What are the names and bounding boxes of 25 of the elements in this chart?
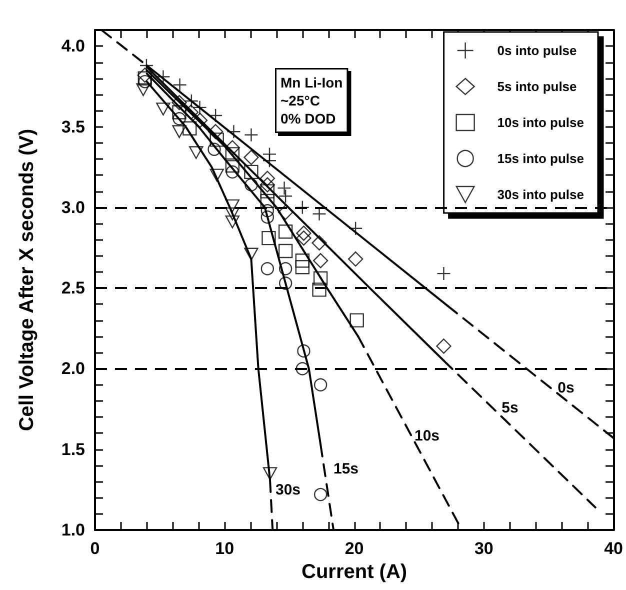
x-tick-label: 20 xyxy=(344,539,364,558)
annotation: 10s xyxy=(414,428,440,444)
x-tick-label: 0 xyxy=(90,539,100,558)
x-tick-label: 40 xyxy=(604,539,624,558)
annotation: 0s xyxy=(558,380,574,396)
y-tick-label: 2.0 xyxy=(61,359,85,378)
x-tick-label: 10 xyxy=(215,539,234,558)
annotation: 5s xyxy=(502,400,518,416)
legend-label: 30s into pulse xyxy=(497,187,584,202)
annotation: 30s xyxy=(275,482,301,498)
legend-label: 5s into pulse xyxy=(497,79,577,94)
y-tick-label: 3.0 xyxy=(61,198,85,217)
annotation: 15s xyxy=(333,460,359,478)
legend-label: 0s into pulse xyxy=(497,43,577,58)
annotation: Mn Li-Ion ~25°C 0% DOD xyxy=(280,74,343,126)
legend-label: 10s into pulse xyxy=(497,115,584,130)
y-tick-label: 1.5 xyxy=(61,440,85,459)
x-tick-label: 30 xyxy=(474,539,494,558)
y-tick-label: 3.5 xyxy=(61,117,85,136)
y-tick-label: 2.5 xyxy=(61,278,85,298)
legend-label: 15s into pulse xyxy=(497,151,584,166)
y-tick-label: 4.0 xyxy=(61,36,85,56)
x-axis-title: Current (A) xyxy=(302,561,408,583)
y-tick-label: 1.0 xyxy=(61,520,85,540)
y-axis-title: Cell Voltage After X seconds (V) xyxy=(16,128,38,432)
